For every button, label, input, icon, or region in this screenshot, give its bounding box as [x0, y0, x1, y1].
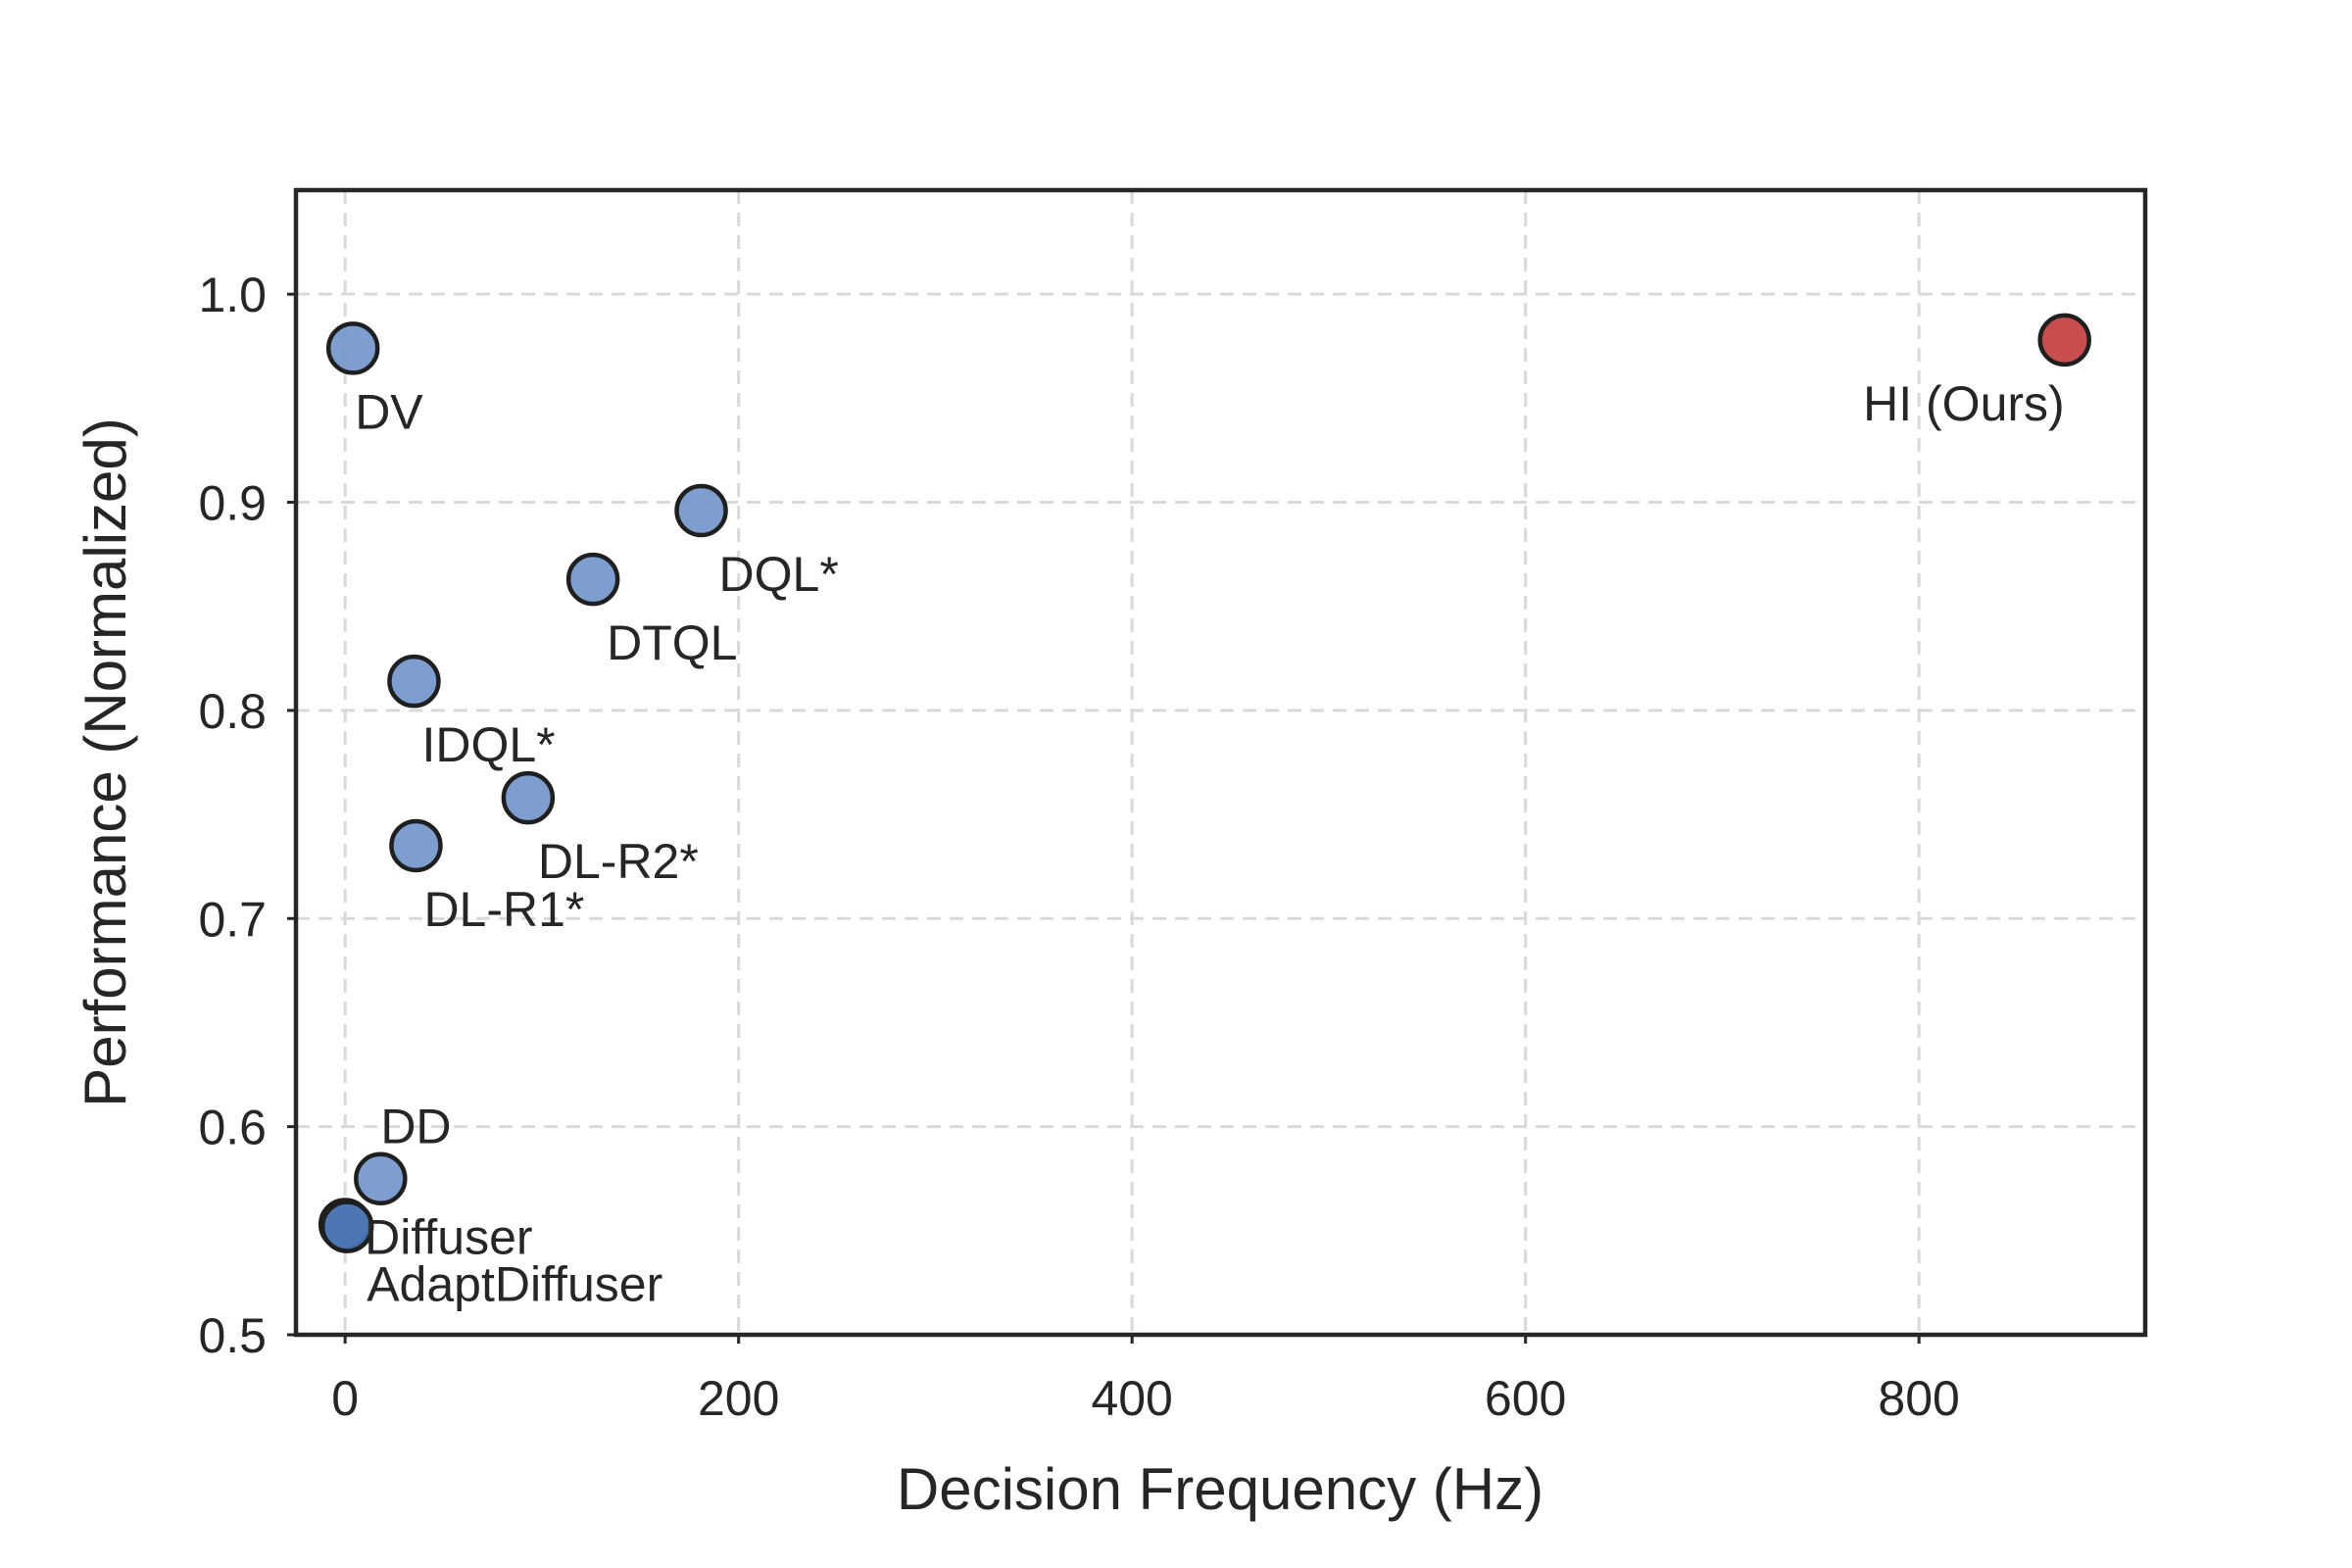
point-label-diffuser: Diffuser	[365, 1209, 532, 1264]
point-dd	[354, 1152, 408, 1205]
point-label-dql: DQL*	[719, 547, 839, 602]
x-tick-label: 400	[1091, 1371, 1172, 1426]
point-dl-r2	[501, 770, 556, 825]
y-axis-label: Performance (Normalized)	[73, 417, 138, 1107]
point-label-adaptdiffuser: AdaptDiffuser	[367, 1257, 662, 1312]
y-tick-label: 0.6	[198, 1101, 267, 1155]
point-label-dd: DD	[380, 1100, 451, 1154]
point-idql	[387, 654, 441, 709]
point-label-dtql: DTQL	[607, 615, 737, 670]
point-labels: DV DQL* DTQL IDQL* DL-R2*DL-R1* DD DiffuserAda…	[355, 376, 2064, 1312]
x-tick-label: 0	[331, 1371, 359, 1426]
y-axis-ticks: 0.5 0.6 0.7 0.8 0.9 1.0	[198, 268, 296, 1363]
point-dql	[674, 483, 728, 538]
point-label-dl-r1: DL-R1*	[423, 882, 584, 937]
point-dtql	[565, 552, 620, 607]
plot-frame	[293, 187, 2148, 1338]
point-label-dl-r2: DL-R2*	[538, 834, 699, 889]
x-axis-ticks: 0 200 400 600 800	[331, 1335, 1960, 1426]
point-dl-r1	[389, 818, 443, 873]
point-label-hi-ours: HI (Ours)	[1863, 376, 2065, 431]
x-tick-label: 200	[698, 1371, 779, 1426]
x-axis-label: Decision Frequency (Hz)	[897, 1456, 1544, 1522]
point-hi-ours	[2037, 313, 2091, 368]
data-points	[318, 313, 2091, 1253]
point-label-dv: DV	[355, 384, 423, 439]
point-adaptdiffuser	[319, 1200, 374, 1253]
y-tick-label: 0.8	[198, 684, 267, 739]
x-tick-label: 600	[1485, 1371, 1566, 1426]
y-tick-label: 0.5	[198, 1308, 267, 1363]
grid	[296, 190, 2145, 1337]
point-label-idql: IDQL*	[421, 717, 555, 772]
y-tick-label: 1.0	[198, 268, 267, 322]
x-tick-label: 800	[1878, 1371, 1959, 1426]
y-tick-label: 0.9	[198, 476, 267, 531]
point-dv	[325, 321, 380, 375]
y-tick-label: 0.7	[198, 892, 267, 947]
